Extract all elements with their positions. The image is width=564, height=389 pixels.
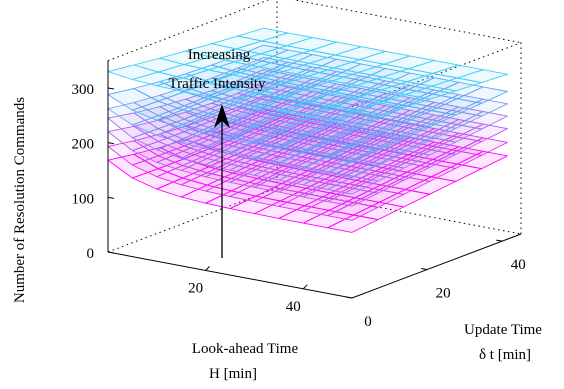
z-tick-label: 20 (436, 286, 451, 302)
z-axis-label-line1: Update Time (464, 322, 542, 338)
y-axis-label: Number of Resolution Commands (12, 97, 28, 303)
axes-box-front (107, 60, 522, 299)
annotation-line1: Increasing (188, 47, 251, 63)
annotation-line2: Traffic Intensity (168, 76, 266, 92)
surface-cell (327, 202, 379, 221)
box-edge-back-top (291, 0, 522, 44)
surface-cell (327, 110, 379, 125)
box-edge-base-back (107, 187, 278, 253)
z-axis-line (351, 233, 522, 299)
surface-cell (327, 145, 379, 163)
y-tick-mark (107, 196, 115, 199)
arrow-head (214, 104, 230, 128)
axis-ticks: 0 100 200 300 20 40 0 20 40 (72, 82, 526, 330)
surface-stack (107, 27, 508, 233)
y-tick-label: 100 (72, 191, 95, 207)
surface-cell (327, 176, 379, 195)
box-edge-top-left (107, 0, 270, 62)
x-axis-label-line2: H [min] (209, 366, 257, 382)
x-axis-line (107, 251, 353, 299)
y-tick-label: 300 (72, 82, 95, 98)
surface-level-7 (107, 27, 508, 125)
y-tick-mark (107, 87, 115, 90)
z-tick-mark (421, 268, 428, 271)
surface-level-3 (107, 81, 508, 207)
x-axis-label-line1: Look-ahead Time (192, 341, 299, 357)
z-tick-mark (496, 239, 503, 242)
traffic-intensity-arrow (214, 104, 230, 258)
y-tick-label: 200 (72, 137, 95, 153)
surface-cell (327, 160, 379, 179)
z-tick-label: 0 (364, 314, 372, 330)
x-tick-mark (205, 266, 210, 271)
y-tick-mark (107, 251, 115, 254)
x-tick-label: 20 (188, 280, 203, 296)
x-tick-label: 40 (286, 299, 301, 315)
x-tick-mark (302, 284, 308, 290)
y-tick-label: 0 (87, 246, 95, 262)
z-axis-label-line2: δ t [min] (479, 347, 531, 363)
z-tick-mark (345, 296, 353, 299)
y-tick-mark (107, 142, 115, 145)
z-tick-label: 40 (511, 257, 526, 273)
